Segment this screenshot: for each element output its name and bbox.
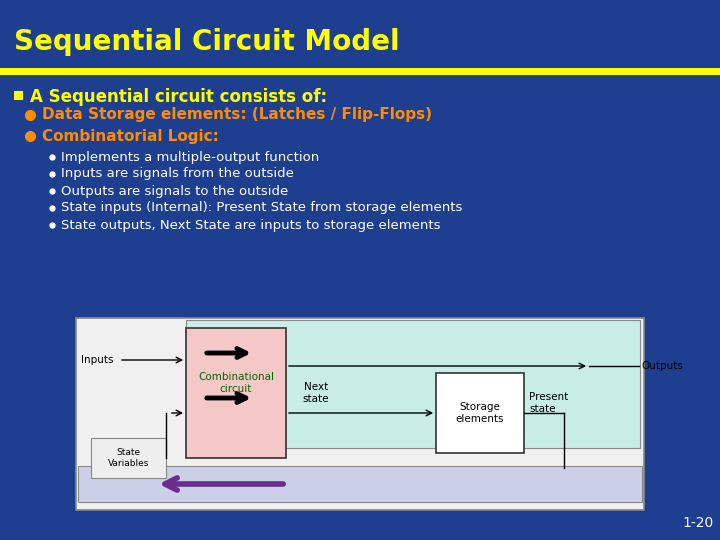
Text: State
Variables: State Variables bbox=[108, 448, 149, 468]
Bar bbox=[91, 438, 166, 478]
Text: 1-20: 1-20 bbox=[683, 516, 714, 530]
Text: Implements a multiple-output function: Implements a multiple-output function bbox=[61, 151, 319, 164]
Text: Inputs: Inputs bbox=[81, 355, 114, 365]
Text: Storage
elements: Storage elements bbox=[456, 402, 504, 424]
Text: Present
state: Present state bbox=[529, 392, 568, 414]
Bar bbox=[78, 466, 642, 502]
Text: A Sequential circuit consists of:: A Sequential circuit consists of: bbox=[30, 88, 327, 106]
Text: Combinatorial Logic:: Combinatorial Logic: bbox=[42, 129, 219, 144]
Bar bbox=[0, 68, 720, 75]
Text: Sequential Circuit Model: Sequential Circuit Model bbox=[14, 28, 400, 56]
Bar bbox=[76, 318, 644, 510]
Bar bbox=[186, 320, 640, 448]
Bar bbox=[14, 91, 23, 100]
Bar bbox=[436, 373, 524, 453]
Bar bbox=[186, 328, 286, 458]
Text: Combinational
circuit: Combinational circuit bbox=[198, 372, 274, 394]
Text: State inputs (Internal): Present State from storage elements: State inputs (Internal): Present State f… bbox=[61, 201, 462, 214]
Text: Outputs: Outputs bbox=[641, 361, 683, 371]
Text: Data Storage elements: (Latches / Flip-Flops): Data Storage elements: (Latches / Flip-F… bbox=[42, 107, 432, 123]
Text: Outputs are signals to the outside: Outputs are signals to the outside bbox=[61, 185, 288, 198]
Text: Inputs are signals from the outside: Inputs are signals from the outside bbox=[61, 167, 294, 180]
Text: Next
state: Next state bbox=[302, 382, 329, 404]
Text: State outputs, Next State are inputs to storage elements: State outputs, Next State are inputs to … bbox=[61, 219, 441, 232]
